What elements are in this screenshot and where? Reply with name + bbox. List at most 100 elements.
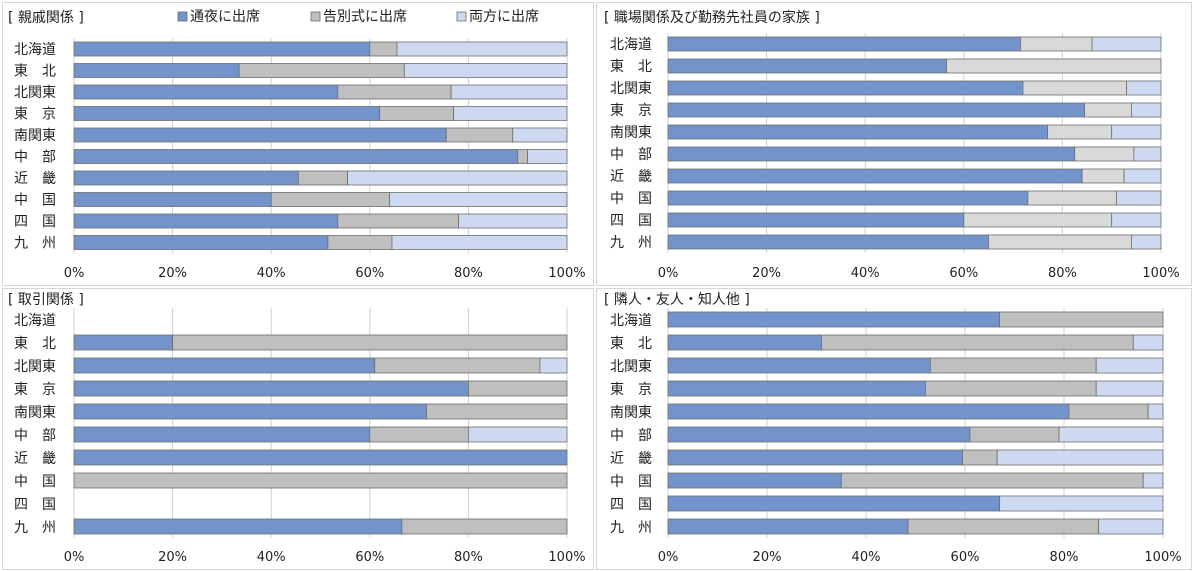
bar-segment [667, 311, 1001, 328]
bar-segment [996, 449, 1164, 466]
bar-segment [667, 168, 1083, 184]
bar-segment [999, 311, 1164, 328]
x-tick-label: 20% [158, 266, 187, 281]
x-tick-label: 80% [1048, 266, 1077, 281]
bar-segment [667, 212, 965, 228]
bar-segment [467, 426, 568, 443]
bar-segment [1142, 472, 1164, 489]
bar-segment [1091, 36, 1162, 52]
bar-segment [374, 357, 541, 374]
bar-segment [667, 426, 971, 443]
x-tick-label: 20% [752, 266, 781, 281]
category-label: 東 京 [14, 382, 56, 398]
category-label: 北関東 [610, 81, 652, 97]
bar-segment [426, 403, 568, 420]
bar-segment [1111, 124, 1162, 140]
x-tick-label: 60% [355, 266, 384, 281]
chart-title: [ 取引関係 ] [8, 292, 84, 308]
category-label: 南関東 [610, 405, 652, 421]
bar-segment [1074, 146, 1135, 162]
bar-segment [962, 449, 998, 466]
x-tick-label: 0% [64, 266, 85, 281]
category-label: 東 京 [610, 103, 652, 119]
bar-segment [1022, 80, 1127, 96]
bar-segment [1126, 80, 1162, 96]
bar-segment [369, 426, 469, 443]
x-tick-label: 0% [658, 266, 679, 281]
x-tick-label: 60% [949, 266, 978, 281]
panel-frame-relatives [2, 2, 594, 286]
bar-segment [1084, 102, 1132, 118]
bar-segment [73, 357, 376, 374]
bar-segment [401, 518, 568, 535]
bar-segment [667, 403, 1070, 420]
bar-segment [73, 518, 403, 535]
bar-segment [667, 449, 963, 466]
bar-segment [512, 127, 568, 143]
bar-segment [73, 41, 371, 57]
legend-swatch [456, 11, 467, 22]
bar-segment [453, 106, 568, 121]
category-label: 北関東 [610, 359, 652, 375]
category-label: 東 京 [610, 382, 652, 398]
category-label: 四 国 [610, 497, 652, 513]
bar-segment [527, 149, 568, 164]
bar-segment [73, 192, 272, 207]
bar-segment [667, 124, 1049, 140]
bar-segment [379, 106, 455, 121]
bar-segment [396, 41, 568, 57]
bar-segment [73, 449, 568, 466]
category-label: 東 北 [610, 336, 652, 352]
bar-segment [1047, 124, 1113, 140]
bar-segment [1123, 168, 1162, 184]
category-label: 中 部 [610, 147, 652, 163]
bar-segment [1081, 168, 1125, 184]
bar-segment [667, 495, 1001, 512]
legend-label: 告別式に出席 [323, 9, 407, 25]
category-label: 南関東 [14, 128, 56, 144]
bar-segment [667, 80, 1024, 96]
x-tick-label: 40% [257, 266, 286, 281]
bar-segment [667, 58, 947, 74]
category-label: 九 州 [14, 236, 56, 252]
chart-title: [ 職場関係及び勤務先社員の家族 ] [604, 9, 820, 26]
bar-segment [667, 518, 909, 535]
x-tick-label: 0% [658, 550, 679, 565]
bar-segment [270, 192, 390, 207]
category-label: 中 国 [610, 191, 652, 207]
bar-segment [73, 63, 240, 78]
bar-segment [73, 235, 329, 250]
category-label: 南関東 [14, 405, 56, 421]
bar-segment [238, 63, 405, 78]
x-tick-label: 40% [851, 266, 880, 281]
x-tick-label: 20% [753, 550, 782, 565]
bar-segment [1116, 190, 1162, 206]
bar-segment [969, 426, 1060, 443]
bar-segment [73, 149, 519, 164]
bar-segment [73, 472, 568, 489]
bar-segment [1132, 334, 1164, 351]
x-tick-label: 100% [1144, 550, 1181, 565]
category-label: 九 州 [14, 520, 56, 536]
bar-segment [667, 36, 1021, 52]
bar-segment [172, 334, 568, 351]
legend-label: 通夜に出席 [190, 9, 260, 25]
bar-segment [840, 472, 1144, 489]
bar-segment [1058, 426, 1164, 443]
x-tick-label: 60% [951, 550, 980, 565]
bar-segment [458, 213, 568, 229]
bar-segment [73, 84, 339, 100]
category-label: 近 畿 [610, 451, 652, 467]
bar-segment [73, 127, 447, 143]
bar-segment [467, 380, 568, 397]
bar-segment [667, 380, 926, 397]
bar-segment [1068, 403, 1149, 420]
x-tick-label: 100% [548, 266, 585, 281]
category-label: 北海道 [610, 313, 652, 329]
x-tick-label: 40% [257, 550, 286, 565]
bar-segment [1020, 36, 1093, 52]
category-label: 近 畿 [610, 169, 652, 185]
legend: 通夜に出席 告別式に出席 両方に出席 [177, 9, 539, 25]
